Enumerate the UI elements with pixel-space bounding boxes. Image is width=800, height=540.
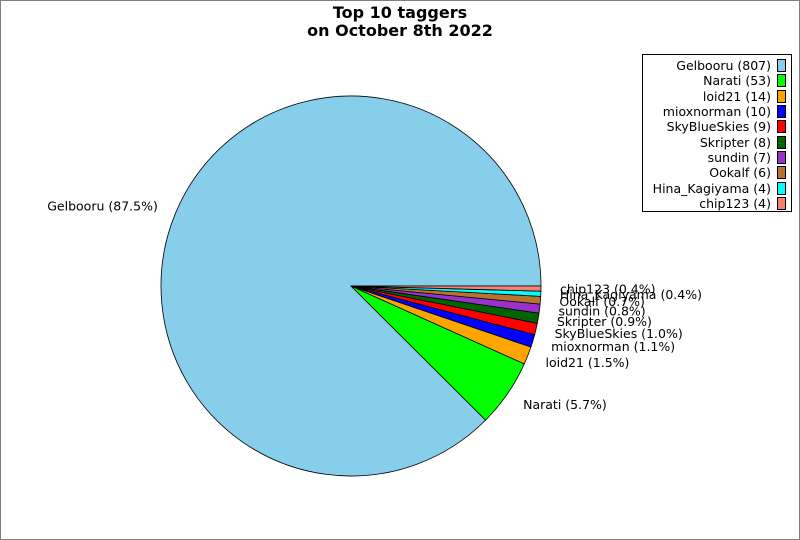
legend-entry-narati: Narati (53) — [643, 73, 791, 88]
legend-label: Hina_Kagiyama (4) — [652, 180, 771, 196]
legend-label: mioxnorman (10) — [662, 104, 771, 120]
slice-label-mioxnorman: mioxnorman (1.1%) — [551, 339, 675, 354]
legend-entry-skripter: Skripter (8) — [643, 134, 791, 150]
legend-entry-loid21: loid21 (14) — [643, 89, 791, 104]
legend-entry-hina-kagiyama: Hina_Kagiyama (4) — [643, 180, 791, 196]
legend-label: chip123 (4) — [699, 195, 771, 211]
legend-swatch — [777, 181, 786, 195]
legend-swatch — [777, 74, 786, 88]
legend-entry-skyblueskies: SkyBlueSkies (9) — [643, 119, 791, 134]
chart-title: Top 10 taggers on October 8th 2022 — [1, 4, 799, 40]
slice-label-hina-kagiyama: Hina_Kagiyama (0.4%) — [560, 287, 702, 302]
legend-swatch — [777, 135, 786, 149]
pie-labels: Gelbooru (87.5%) Narati (5.7%) loid21 (1.5… — [47, 199, 702, 412]
legend-label: Skripter (8) — [699, 134, 771, 150]
slice-label-gelbooru: Gelbooru (87.5%) — [47, 199, 158, 214]
slice-label-skyblueskies: SkyBlueSkies (1.0%) — [555, 326, 683, 341]
legend-label: sundin (7) — [707, 149, 771, 165]
legend-entry-sundin: sundin (7) — [643, 150, 791, 165]
pie-slice-chip123 — [350, 285, 542, 292]
legend-label: SkyBlueSkies (9) — [666, 119, 771, 135]
legend-label: loid21 (14) — [702, 88, 771, 104]
legend-label: Gelbooru (807) — [676, 58, 771, 74]
legend-label: Narati (53) — [703, 73, 771, 89]
legend-swatch — [777, 59, 786, 73]
pie-slices — [160, 95, 542, 477]
slice-label-narati: Narati (5.7%) — [523, 397, 607, 412]
legend-swatch — [777, 89, 786, 103]
legend: Gelbooru (807) Narati (53) loid21 (14) miox… — [642, 54, 792, 212]
legend-entry-mioxnorman: mioxnorman (10) — [643, 104, 791, 119]
legend-entry-chip123: chip123 (4) — [643, 196, 791, 211]
slice-label-sundin: sundin (0.8%) — [559, 303, 646, 318]
slice-label-chip123: chip123 (0.4%) — [560, 281, 656, 296]
chart-title-line-1: Top 10 taggers — [332, 3, 468, 22]
legend-entry-ookalf: Ookalf (6) — [643, 165, 791, 180]
legend-swatch — [777, 150, 786, 164]
slice-label-skripter: Skripter (0.9%) — [557, 314, 652, 329]
slice-label-ookalf: Ookalf (0.7%) — [559, 294, 645, 309]
legend-swatch — [777, 196, 786, 210]
legend-swatch — [777, 166, 786, 180]
slice-label-loid21: loid21 (1.5%) — [545, 355, 629, 370]
legend-swatch — [777, 105, 786, 119]
chart-title-line-2: on October 8th 2022 — [307, 21, 493, 40]
legend-swatch — [777, 120, 786, 134]
legend-entry-gelbooru: Gelbooru (807) — [643, 58, 791, 73]
legend-label: Ookalf (6) — [709, 165, 771, 181]
